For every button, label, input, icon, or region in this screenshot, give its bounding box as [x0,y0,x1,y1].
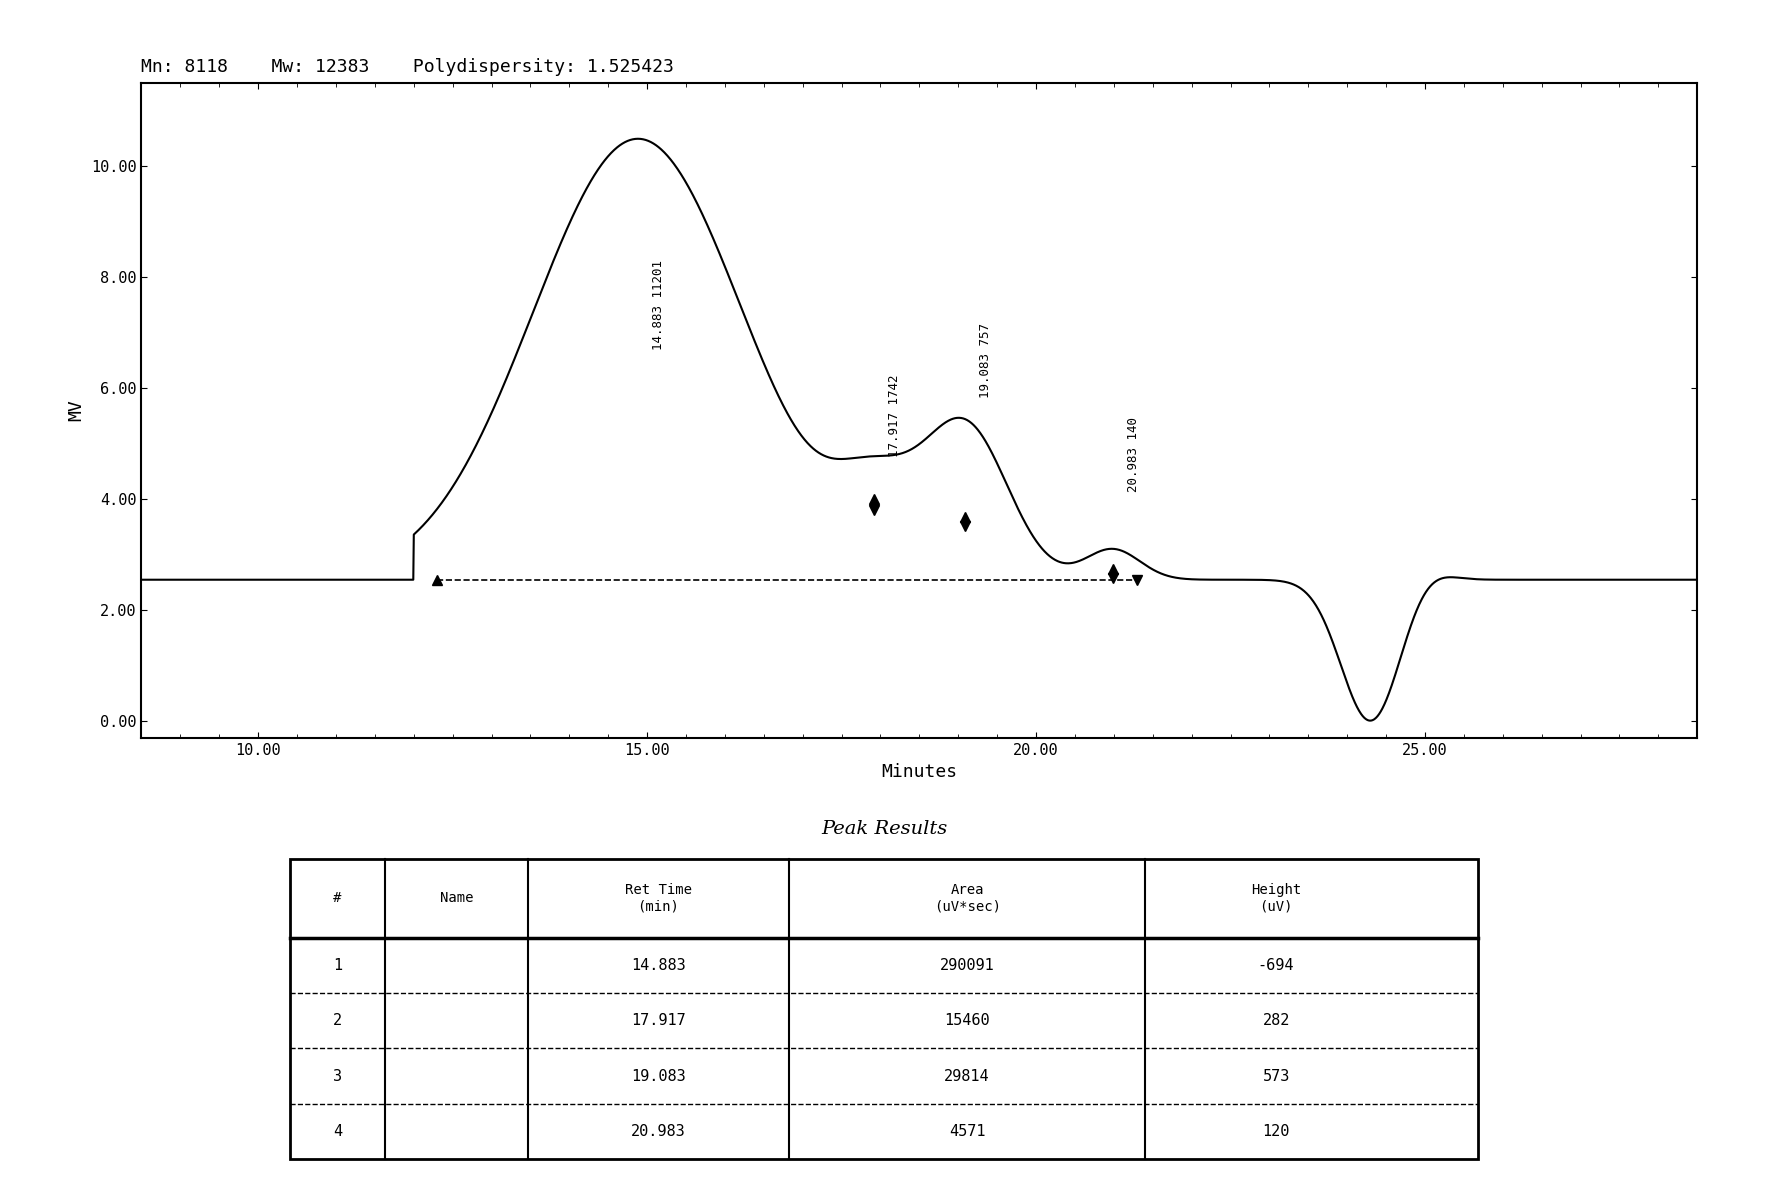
Text: Area
(uV*sec): Area (uV*sec) [934,883,1001,914]
Text: Height
(uV): Height (uV) [1252,883,1301,914]
Bar [290,859,1478,1159]
Text: Name: Name [440,891,474,906]
Text: -694: -694 [1257,958,1294,973]
Text: 15460: 15460 [944,1013,990,1028]
Text: Ret Time
(min): Ret Time (min) [624,883,691,914]
Text: Peak Results: Peak Results [820,820,948,838]
Text: 20.983 140: 20.983 140 [1126,418,1140,493]
Text: 29814: 29814 [944,1069,990,1084]
Text: 290091: 290091 [941,958,995,973]
Text: 2: 2 [332,1013,341,1028]
Text: 4: 4 [332,1123,341,1139]
Text: 120: 120 [1262,1123,1291,1139]
Text: 14.883: 14.883 [631,958,686,973]
Text: 20.983: 20.983 [631,1123,686,1139]
Text: 4571: 4571 [949,1123,985,1139]
Text: 3: 3 [332,1069,341,1084]
X-axis label: Minutes: Minutes [880,763,958,781]
Y-axis label: MV: MV [67,400,85,421]
Text: 19.083 757: 19.083 757 [979,324,992,399]
Text: 19.083: 19.083 [631,1069,686,1084]
Text: 17.917 1742: 17.917 1742 [888,375,902,457]
Text: 1: 1 [332,958,341,973]
Text: #: # [334,891,341,906]
Text: 282: 282 [1262,1013,1291,1028]
Text: 17.917: 17.917 [631,1013,686,1028]
Text: Mn: 8118    Mw: 12383    Polydispersity: 1.525423: Mn: 8118 Mw: 12383 Polydispersity: 1.525… [141,58,674,76]
Text: 573: 573 [1262,1069,1291,1084]
Text: 14.883 11201: 14.883 11201 [652,261,665,350]
